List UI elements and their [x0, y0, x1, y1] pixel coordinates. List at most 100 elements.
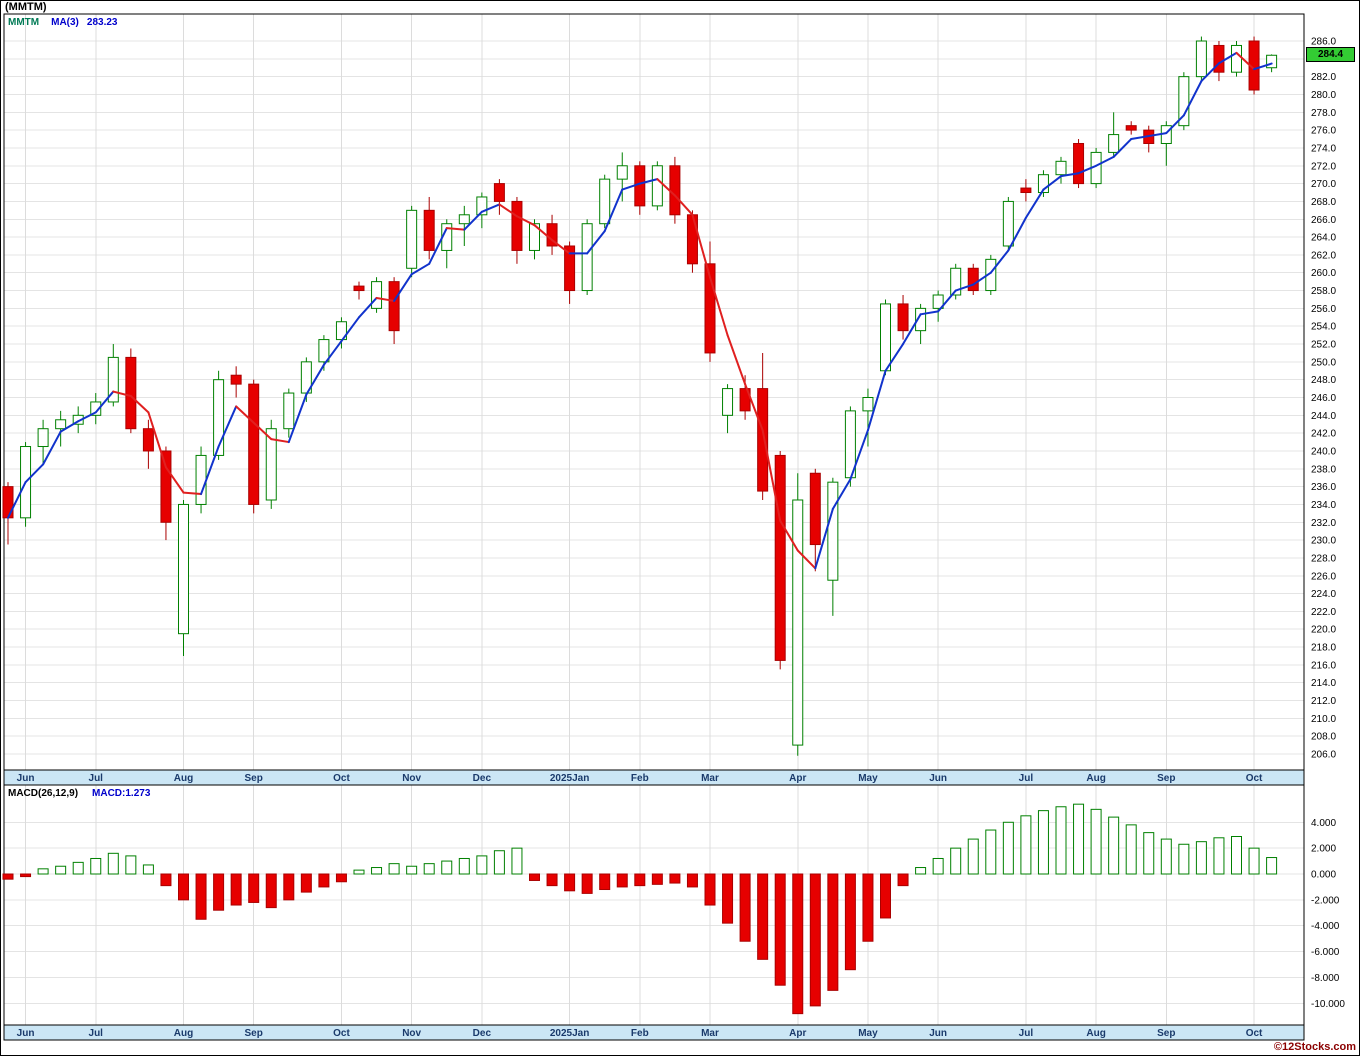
macd-bar: [72, 861, 84, 875]
month-label: Dec: [473, 1028, 492, 1039]
candle-body: [932, 294, 944, 309]
candle-body: [476, 196, 488, 216]
macd-bar: [318, 873, 330, 888]
macd-bar: [546, 873, 558, 887]
candle-body: [774, 454, 786, 661]
candle-body: [862, 397, 874, 412]
price-tick-label: 220.0: [1311, 625, 1336, 636]
macd-bar: [55, 865, 67, 875]
macd-value: MACD:1.273: [92, 788, 151, 799]
main-chart-legend: MMTM MA(3) 283.23: [8, 17, 117, 28]
macd-legend: MACD(26,12,9) MACD:1.273: [8, 788, 150, 799]
price-tick-label: 262.0: [1311, 250, 1336, 261]
month-label: 2025Jan: [550, 1028, 589, 1039]
candle-body: [406, 209, 418, 269]
macd-bar: [844, 873, 856, 971]
candle-body: [581, 223, 593, 292]
price-tick-label: 266.0: [1311, 215, 1336, 226]
month-label: Jul: [89, 773, 104, 784]
macd-bar: [809, 873, 821, 1007]
candle-body: [353, 285, 365, 292]
month-label: Mar: [701, 1028, 719, 1039]
candle-body: [142, 428, 154, 452]
candle-body: [371, 281, 383, 309]
macd-tick-label: -6.000: [1311, 947, 1340, 958]
candle-body: [1178, 76, 1190, 127]
month-label: Jun: [929, 773, 947, 784]
month-label: Oct: [333, 1028, 350, 1039]
macd-bar: [1037, 810, 1049, 875]
macd-tick-label: 0.000: [1311, 870, 1336, 881]
macd-bar: [335, 873, 347, 883]
candle-body: [1108, 134, 1120, 153]
macd-bar: [423, 863, 435, 875]
macd-bar: [2, 873, 14, 880]
macd-bar: [213, 873, 225, 911]
candle-body: [1020, 187, 1032, 194]
candle-body: [669, 165, 681, 216]
month-label: Oct: [1246, 1028, 1263, 1039]
macd-bar: [406, 865, 418, 875]
macd-bar: [862, 873, 874, 942]
macd-bar: [880, 873, 891, 919]
current-price-badge: 284.4: [1306, 47, 1355, 62]
candle-body: [897, 303, 909, 332]
macd-bar: [1073, 803, 1085, 875]
candle-body: [1125, 125, 1137, 131]
month-label: Dec: [473, 773, 492, 784]
macd-bar: [160, 873, 172, 887]
macd-bar: [1178, 843, 1190, 875]
month-label: Nov: [402, 773, 421, 784]
price-tick-label: 270.0: [1311, 179, 1336, 190]
candle-body: [616, 165, 628, 180]
candle-body: [880, 303, 891, 372]
price-tick-label: 240.0: [1311, 446, 1336, 457]
candle-body: [792, 499, 804, 746]
macd-bar: [616, 873, 628, 888]
candle-body: [809, 472, 821, 546]
candle-body: [318, 339, 330, 363]
price-tick-label: 250.0: [1311, 357, 1336, 368]
month-label: May: [858, 1028, 878, 1039]
macd-bar: [441, 860, 453, 875]
macd-bar: [634, 873, 646, 887]
candle-body: [195, 454, 207, 505]
price-tick-label: 224.0: [1311, 589, 1336, 600]
candle-body: [125, 356, 137, 430]
macd-bar: [1002, 821, 1014, 875]
price-tick-label: 234.0: [1311, 500, 1336, 511]
price-tick-label: 242.0: [1311, 429, 1336, 440]
macd-bar: [774, 873, 786, 986]
candle-body: [423, 209, 435, 251]
macd-bar: [371, 867, 383, 875]
candle-body: [529, 223, 540, 251]
month-label: Sep: [1157, 773, 1175, 784]
candle-body: [1195, 40, 1207, 78]
candle-body: [511, 200, 523, 251]
month-label: Jul: [1019, 773, 1034, 784]
month-axis-strips: [3, 769, 1305, 1041]
macd-bar: [1090, 808, 1102, 875]
macd-bar: [529, 873, 540, 881]
macd-bar: [1143, 832, 1155, 875]
candle-body: [1037, 174, 1049, 194]
macd-bar: [985, 829, 997, 875]
price-tick-label: 274.0: [1311, 143, 1336, 154]
month-label: Apr: [789, 1028, 806, 1039]
price-tick-label: 280.0: [1311, 90, 1336, 101]
price-tick-label: 282.0: [1311, 72, 1336, 83]
macd-bar: [178, 873, 189, 901]
macd-bar: [827, 873, 839, 991]
price-tick-label: 276.0: [1311, 126, 1336, 137]
candle-body: [248, 383, 260, 505]
macd-bar: [704, 873, 716, 906]
candle-body: [967, 267, 979, 292]
candle-body: [1055, 160, 1067, 176]
candle-body: [950, 267, 962, 296]
month-label: Aug: [1086, 773, 1105, 784]
macd-bar: [564, 873, 576, 892]
macd-bar: [142, 864, 154, 875]
month-label: Oct: [1246, 773, 1263, 784]
price-tick-label: 212.0: [1311, 696, 1336, 707]
